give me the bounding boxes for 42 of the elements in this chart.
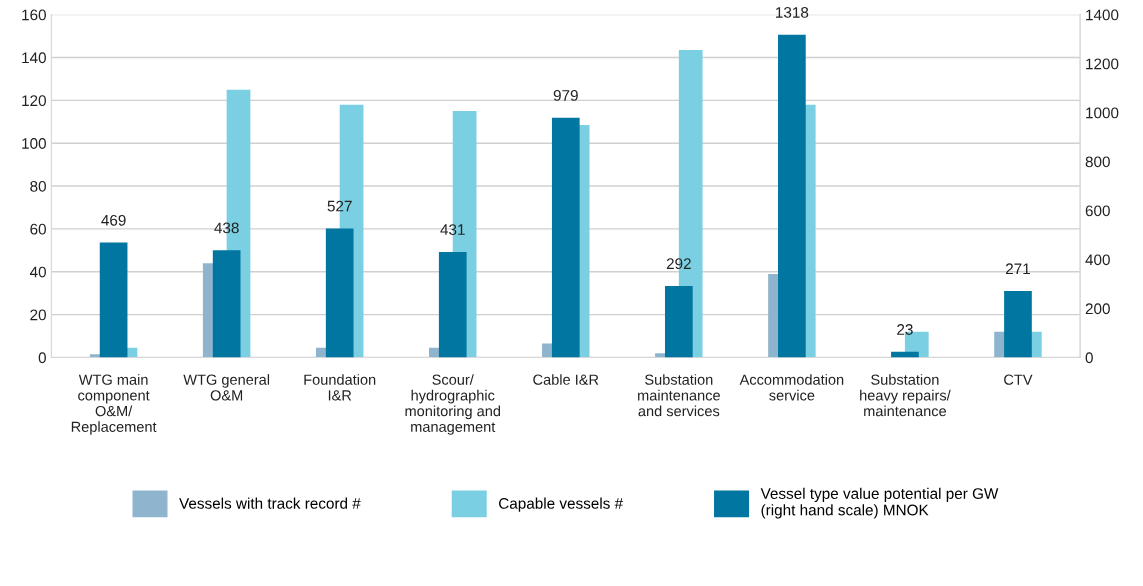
x-tick-label: Scour/ hydrographic monitoring and management — [405, 374, 501, 435]
legend-label: Vessel type value potential per GW (right hand scale) MNOK — [760, 487, 999, 519]
y-tick-label: 80 — [30, 180, 46, 192]
bar — [664, 285, 693, 358]
x-tick-label: Foundation I&R — [304, 374, 376, 401]
data-label: 979 — [553, 90, 578, 101]
y-tick-label: 100 — [22, 138, 46, 149]
x-tick-label: WTG main component O&M/ Replacement — [71, 374, 157, 435]
data-label: 431 — [440, 224, 465, 236]
data-label: 271 — [1005, 263, 1030, 275]
y2-tick-label: 1200 — [1086, 58, 1119, 70]
y2-tick-label: 200 — [1085, 303, 1110, 315]
data-label: 469 — [101, 214, 126, 226]
y2-tick-label: 1400 — [1086, 9, 1119, 21]
y-tick-label: 120 — [22, 95, 46, 107]
data-label: 292 — [666, 258, 691, 270]
x-tick-label: WTG general O&M — [183, 374, 270, 401]
x-tick-label: Cable I&R — [533, 374, 599, 385]
bar — [1004, 291, 1032, 358]
y-tick-label: 160 — [22, 9, 46, 21]
legend-label: Vessels with track record # — [179, 497, 361, 509]
y2-tick-label: 800 — [1085, 156, 1110, 168]
x-tick-label: CTV — [1004, 374, 1033, 385]
y2-tick-label: 600 — [1085, 205, 1110, 217]
x-tick-label: Substation maintenance and services — [638, 374, 720, 417]
data-label: 438 — [214, 222, 239, 234]
y-tick-label: 60 — [30, 223, 46, 235]
data-label: 527 — [327, 200, 352, 212]
bar — [99, 242, 128, 358]
data-label: 1318 — [776, 7, 809, 18]
data-label: 23 — [897, 324, 913, 335]
legend-label: Capable vessels # — [499, 497, 624, 512]
y-tick-label: 20 — [30, 309, 46, 321]
y2-tick-label: 1000 — [1086, 107, 1119, 119]
x-tick-label: Accommodation service — [739, 374, 844, 401]
y2-tick-label: 400 — [1085, 254, 1110, 266]
y-tick-label: 40 — [29, 266, 46, 278]
x-tick-label: Substation heavy repairs/ maintenance — [860, 374, 951, 417]
y-tick-label: 0 — [38, 352, 46, 364]
y-tick-label: 140 — [22, 52, 46, 64]
y2-tick-label: 0 — [1085, 352, 1093, 364]
bar — [891, 351, 919, 358]
